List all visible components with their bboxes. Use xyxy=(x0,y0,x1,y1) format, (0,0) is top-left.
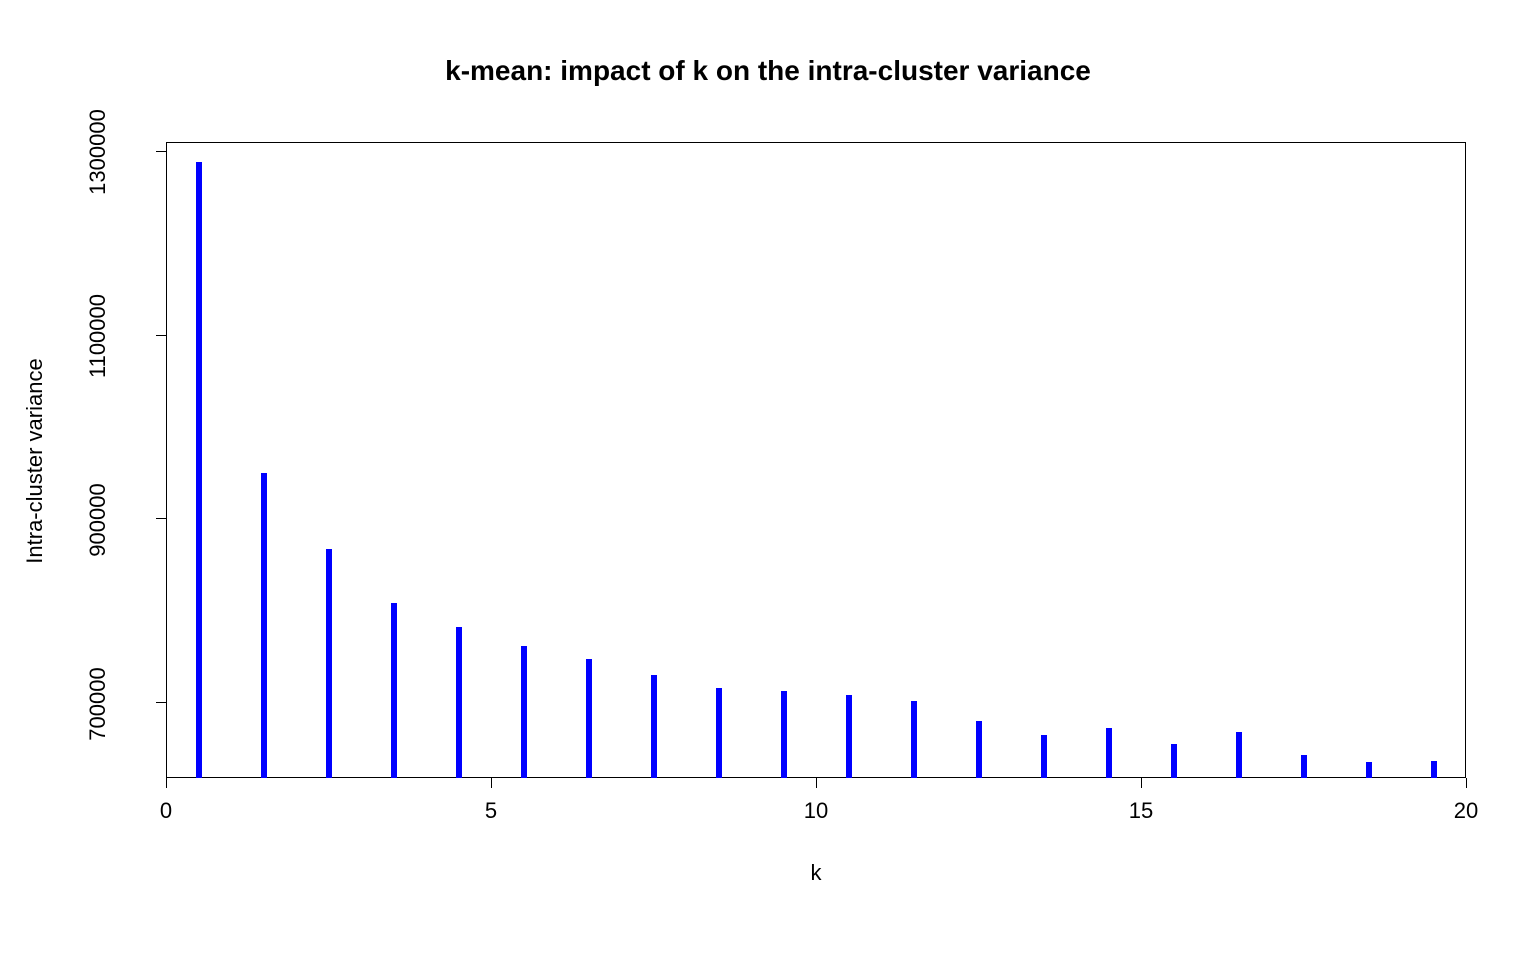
x-tick-mark xyxy=(491,778,492,788)
x-tick-label: 5 xyxy=(441,798,541,824)
bar xyxy=(1236,732,1242,778)
bar xyxy=(196,162,202,778)
x-tick-mark xyxy=(1141,778,1142,788)
bar xyxy=(651,675,657,778)
y-tick-label: 700000 xyxy=(85,624,111,784)
y-tick-mark xyxy=(156,702,166,703)
plot-area xyxy=(166,142,1466,778)
x-tick-mark xyxy=(166,778,167,788)
bar xyxy=(911,701,917,778)
bar xyxy=(1366,762,1372,778)
y-tick-label: 1100000 xyxy=(85,256,111,416)
x-tick-label: 0 xyxy=(116,798,216,824)
bar xyxy=(456,627,462,778)
y-tick-label: 900000 xyxy=(85,440,111,600)
y-tick-label: 1300000 xyxy=(85,72,111,232)
bar xyxy=(261,473,267,778)
bar xyxy=(716,688,722,778)
bar xyxy=(1301,755,1307,778)
x-tick-label: 15 xyxy=(1091,798,1191,824)
bar xyxy=(391,603,397,778)
x-axis-label: k xyxy=(166,860,1466,886)
x-tick-label: 10 xyxy=(766,798,866,824)
bar xyxy=(586,659,592,778)
chart-title: k-mean: impact of k on the intra-cluster… xyxy=(0,55,1536,87)
x-tick-mark xyxy=(1466,778,1467,788)
bar xyxy=(781,691,787,778)
y-tick-mark xyxy=(156,335,166,336)
bar xyxy=(1041,735,1047,778)
y-tick-mark xyxy=(156,151,166,152)
bar xyxy=(846,695,852,778)
bar xyxy=(1106,728,1112,778)
bar xyxy=(521,646,527,778)
y-tick-mark xyxy=(156,518,166,519)
bar xyxy=(1431,761,1437,778)
bar xyxy=(976,721,982,778)
bar xyxy=(1171,744,1177,778)
bar xyxy=(326,549,332,778)
chart-container: { "chart": { "type": "bar", "title": "k-… xyxy=(0,0,1536,960)
x-tick-mark xyxy=(816,778,817,788)
y-axis-label: Intra-cluster variance xyxy=(22,311,48,611)
x-tick-label: 20 xyxy=(1416,798,1516,824)
